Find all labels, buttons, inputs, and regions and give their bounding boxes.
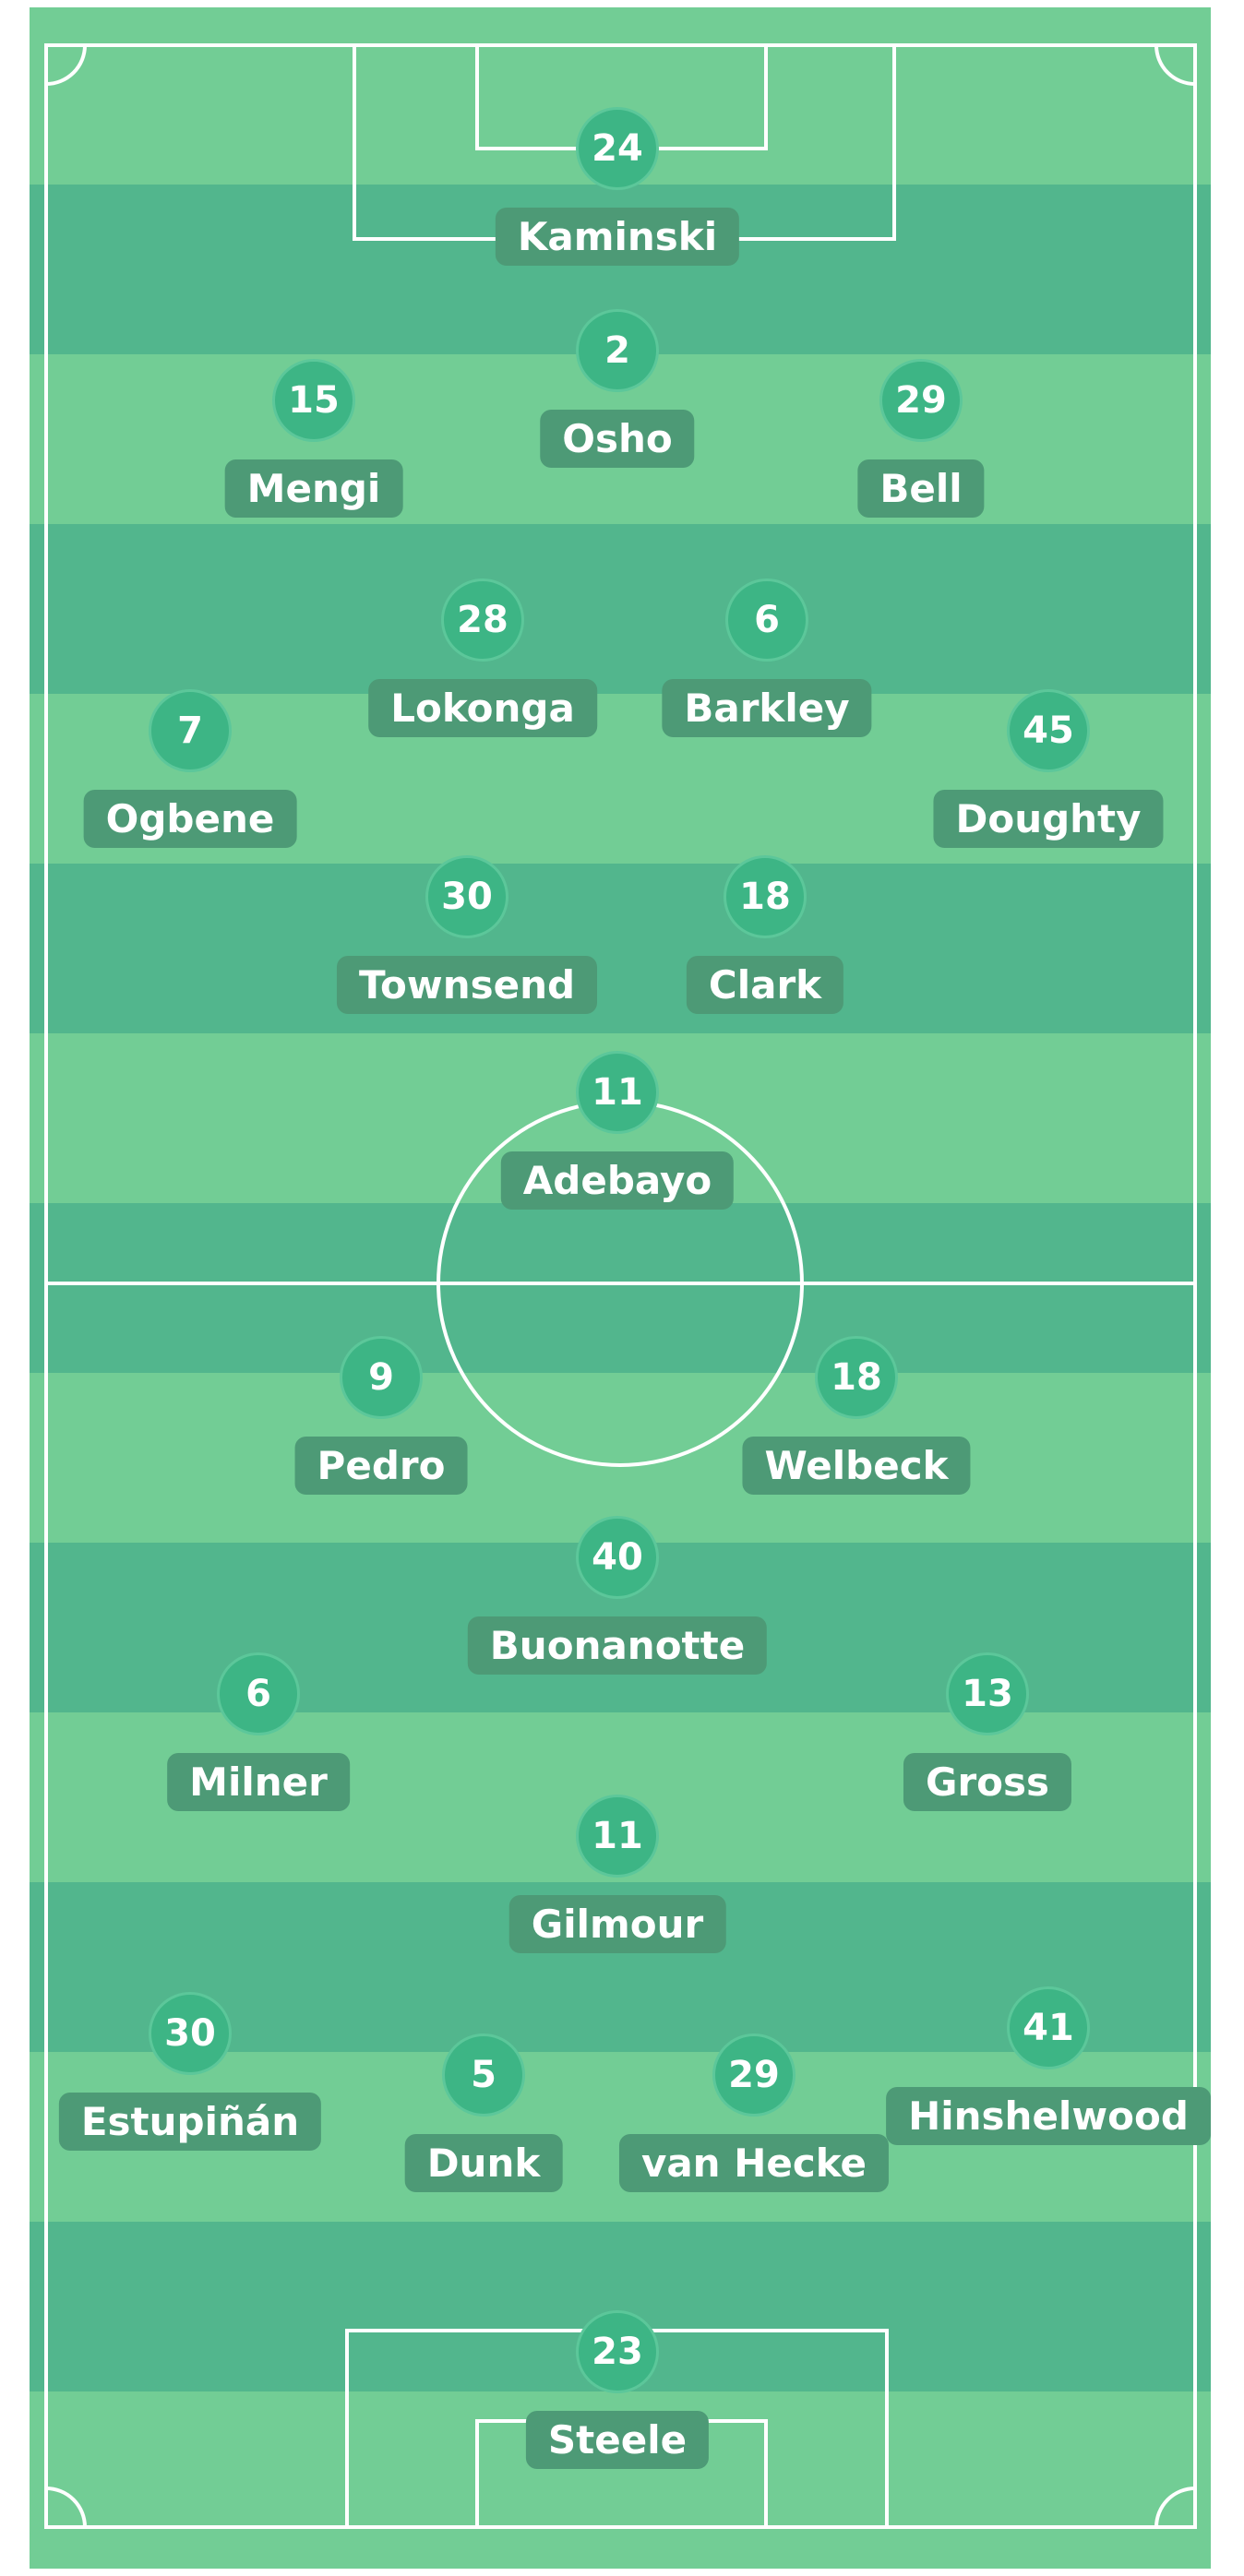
shirt-number: 9: [340, 1336, 423, 1419]
grass-stripe: [30, 1203, 1211, 1373]
shirt-number: 6: [217, 1652, 300, 1735]
shirt-number: 23: [576, 2310, 659, 2393]
player-name: Osho: [540, 410, 695, 468]
player-name: Doughty: [933, 790, 1164, 848]
player-name: Bell: [857, 459, 985, 518]
player-name: Barkley: [662, 679, 872, 737]
player-name: Clark: [686, 956, 844, 1014]
shirt-number: 13: [946, 1652, 1029, 1735]
player-name: Hinshelwood: [886, 2087, 1211, 2145]
shirt-number: 6: [725, 578, 808, 662]
shirt-number: 7: [149, 689, 232, 772]
player-name: Kaminski: [495, 208, 740, 266]
player-name: Lokonga: [368, 679, 597, 737]
player-name: van Hecke: [618, 2134, 890, 2192]
player-name: Pedro: [294, 1437, 468, 1495]
shirt-number: 18: [815, 1336, 898, 1419]
shirt-number: 41: [1007, 1986, 1090, 2069]
shirt-number: 11: [576, 1051, 659, 1134]
shirt-number: 24: [576, 107, 659, 190]
shirt-number: 45: [1007, 689, 1090, 772]
shirt-number: 28: [441, 578, 524, 662]
shirt-number: 2: [576, 309, 659, 392]
shirt-number: 5: [442, 2033, 525, 2117]
corner-arc-bottom-right: [1154, 2487, 1196, 2528]
player-name: Welbeck: [742, 1437, 971, 1495]
player-name: Mengi: [224, 459, 403, 518]
player-name: Townsend: [336, 956, 598, 1014]
corner-arc-top-left: [45, 44, 87, 86]
player-name: Milner: [167, 1753, 350, 1811]
shirt-number: 40: [576, 1516, 659, 1599]
player-name: Dunk: [404, 2134, 563, 2192]
grass-stripe: [30, 524, 1211, 694]
grass-stripe: [30, 1373, 1211, 1543]
player-name: Gross: [903, 1753, 1072, 1811]
shirt-number: 15: [272, 359, 355, 442]
shirt-number: 29: [712, 2033, 795, 2117]
player-name: Buonanotte: [467, 1616, 768, 1675]
pitch-markings: [44, 43, 1197, 2529]
corner-arc-top-right: [1154, 44, 1196, 86]
shirt-number: 30: [425, 855, 508, 938]
player-name: Estupiñán: [58, 2093, 322, 2151]
grass-stripe: [30, 864, 1211, 1033]
corner-arc-bottom-left: [45, 2487, 87, 2528]
player-name: Steele: [525, 2411, 710, 2469]
player-name: Gilmour: [508, 1895, 726, 1953]
player-name: Adebayo: [500, 1151, 735, 1210]
football-pitch: 24 Kaminski 2 Osho 15 Mengi 29 Bell 28 Lokonga 6 Ba…: [30, 7, 1211, 2569]
shirt-number: 29: [879, 359, 963, 442]
shirt-number: 18: [724, 855, 807, 938]
player-name: Ogbene: [83, 790, 297, 848]
shirt-number: 30: [149, 1992, 232, 2075]
shirt-number: 11: [576, 1795, 659, 1878]
